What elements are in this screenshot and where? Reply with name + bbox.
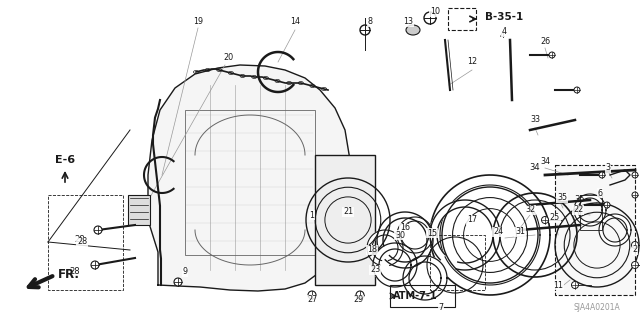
Text: 7: 7 <box>438 303 444 313</box>
Text: 28: 28 <box>70 268 80 276</box>
Bar <box>448 8 476 30</box>
Circle shape <box>632 172 638 178</box>
Circle shape <box>356 291 364 299</box>
Text: 14: 14 <box>290 18 300 27</box>
Polygon shape <box>403 256 447 300</box>
Text: 4: 4 <box>502 28 506 36</box>
Circle shape <box>599 172 605 178</box>
Text: 32: 32 <box>525 205 535 214</box>
Polygon shape <box>148 65 350 291</box>
Circle shape <box>174 278 182 286</box>
Circle shape <box>632 242 639 249</box>
Text: 12: 12 <box>467 58 477 67</box>
Text: 20: 20 <box>223 53 233 62</box>
Text: E-6: E-6 <box>55 155 75 165</box>
Text: FR.: FR. <box>58 268 80 282</box>
Circle shape <box>360 25 370 35</box>
Text: 3: 3 <box>605 164 611 172</box>
Text: 35: 35 <box>557 194 567 203</box>
Text: ATM-7-1: ATM-7-1 <box>393 291 438 301</box>
Text: 31: 31 <box>515 228 525 236</box>
Bar <box>48 195 123 290</box>
Text: 34: 34 <box>540 157 550 166</box>
Text: 25: 25 <box>550 213 560 222</box>
Text: 10: 10 <box>430 7 440 17</box>
Text: 33: 33 <box>530 116 540 124</box>
Bar <box>390 285 455 307</box>
Bar <box>315 155 375 285</box>
Text: 23: 23 <box>370 266 380 275</box>
Circle shape <box>549 52 555 58</box>
Text: 4: 4 <box>499 30 504 39</box>
Circle shape <box>574 87 580 93</box>
Text: 2: 2 <box>632 245 637 254</box>
Text: 1: 1 <box>310 211 314 220</box>
Text: 35: 35 <box>575 196 586 204</box>
Text: SJA4A0201A: SJA4A0201A <box>573 303 620 312</box>
Circle shape <box>541 217 548 223</box>
Text: 19: 19 <box>193 18 203 27</box>
Circle shape <box>604 202 610 208</box>
Text: 28: 28 <box>75 236 85 244</box>
Bar <box>185 110 315 255</box>
Polygon shape <box>397 217 433 253</box>
Text: 17: 17 <box>467 215 477 225</box>
Circle shape <box>91 261 99 269</box>
Polygon shape <box>430 200 500 270</box>
Text: 34: 34 <box>529 164 540 172</box>
Circle shape <box>632 192 638 198</box>
Bar <box>555 165 635 295</box>
Text: 30: 30 <box>395 230 405 239</box>
Text: 13: 13 <box>403 18 413 27</box>
Polygon shape <box>599 214 631 246</box>
Text: 28: 28 <box>77 237 87 246</box>
Text: 26: 26 <box>540 37 550 46</box>
Circle shape <box>94 226 102 234</box>
Text: 11: 11 <box>553 281 563 290</box>
Circle shape <box>308 291 316 299</box>
Text: 8: 8 <box>367 18 372 27</box>
Polygon shape <box>574 194 606 226</box>
Text: B-35-1: B-35-1 <box>485 12 524 22</box>
Text: 27: 27 <box>307 295 317 305</box>
Text: 18: 18 <box>367 245 377 254</box>
Bar <box>128 195 150 225</box>
Bar <box>580 195 602 230</box>
Text: 24: 24 <box>493 228 503 236</box>
Text: 16: 16 <box>400 223 410 233</box>
Bar <box>430 235 485 290</box>
Text: 15: 15 <box>427 228 437 237</box>
Circle shape <box>572 282 579 289</box>
Text: 6: 6 <box>598 188 602 197</box>
Polygon shape <box>377 212 433 268</box>
Text: 29: 29 <box>353 295 363 305</box>
Text: 21: 21 <box>343 207 353 217</box>
Ellipse shape <box>406 25 420 35</box>
Circle shape <box>424 12 436 24</box>
Polygon shape <box>367 230 403 265</box>
Text: 9: 9 <box>182 268 188 276</box>
Text: 22: 22 <box>573 205 583 214</box>
Circle shape <box>632 261 639 268</box>
Polygon shape <box>373 243 417 287</box>
